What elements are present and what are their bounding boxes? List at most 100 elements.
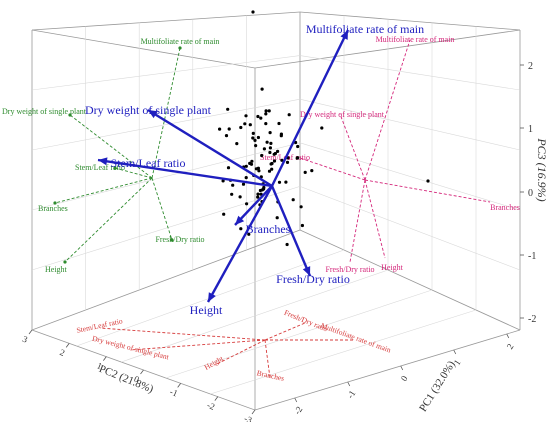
score-point bbox=[268, 146, 272, 150]
score-point bbox=[260, 87, 264, 91]
score-point bbox=[285, 242, 289, 247]
projection-label: Stem/Leaf ratio bbox=[75, 163, 125, 172]
score-point bbox=[222, 212, 226, 216]
x-tick bbox=[400, 365, 404, 371]
projection-line bbox=[339, 113, 366, 181]
grid-line bbox=[299, 55, 521, 91]
arrow-head bbox=[235, 215, 245, 225]
score-point bbox=[272, 152, 276, 156]
projection-endpoint bbox=[178, 46, 182, 50]
score-point bbox=[227, 127, 231, 131]
score-point bbox=[265, 140, 269, 144]
projection-line bbox=[151, 47, 181, 179]
score-point bbox=[260, 153, 264, 158]
projection-line bbox=[364, 179, 491, 203]
y-tick-label: 1 bbox=[95, 360, 103, 371]
grid-line bbox=[210, 309, 477, 395]
score-point bbox=[284, 180, 288, 184]
x-axis-label: PC1 (32.0%) bbox=[417, 359, 458, 414]
score-point bbox=[260, 188, 264, 192]
grid-line bbox=[31, 142, 301, 211]
score-point bbox=[244, 114, 248, 118]
projection-line bbox=[151, 177, 173, 241]
score-point bbox=[251, 131, 255, 135]
loading-label: Dry weight of single plant bbox=[85, 103, 212, 117]
projection-line bbox=[64, 177, 153, 263]
x-tick-label: 2 bbox=[505, 342, 516, 351]
z-axis-label: PC3 (16.9%) bbox=[535, 137, 549, 201]
projection-label: Multifoliate rate of main bbox=[376, 35, 455, 44]
loading-arrow bbox=[270, 185, 312, 277]
score-point bbox=[231, 183, 235, 187]
y-tick bbox=[65, 343, 70, 348]
score-point bbox=[426, 179, 430, 183]
loading-arrow bbox=[97, 158, 273, 188]
projection-label: Branches bbox=[490, 203, 520, 212]
score-point bbox=[268, 131, 272, 135]
score-point bbox=[279, 134, 283, 138]
pc1-pc3-projection: Multifoliate rate of main Dry weight of s… bbox=[260, 35, 520, 274]
projection-line bbox=[114, 167, 153, 179]
x-tick bbox=[453, 349, 457, 355]
score-point bbox=[269, 162, 273, 166]
projection-label: Multifoliate rate of main bbox=[320, 321, 393, 355]
projection-endpoint bbox=[53, 201, 57, 205]
score-point bbox=[247, 232, 251, 236]
score-point bbox=[224, 134, 229, 138]
score-point bbox=[277, 121, 281, 126]
projection-line bbox=[214, 339, 266, 366]
grid-line bbox=[299, 186, 521, 271]
y-tick-label: 3 bbox=[21, 334, 29, 345]
x-tick bbox=[506, 333, 510, 339]
score-point bbox=[299, 205, 303, 209]
loading-arrows: Multifoliate rate of main Dry weight of s… bbox=[85, 22, 424, 317]
projection-line bbox=[129, 339, 266, 351]
score-point bbox=[256, 195, 260, 199]
score-point bbox=[303, 170, 307, 174]
score-point bbox=[269, 141, 273, 145]
projection-line bbox=[299, 157, 366, 181]
projection-line bbox=[99, 327, 266, 341]
score-point bbox=[239, 227, 243, 231]
score-point bbox=[320, 126, 324, 130]
score-point bbox=[287, 113, 291, 117]
x-tick-label: 1 bbox=[452, 358, 463, 367]
score-point bbox=[256, 192, 260, 196]
score-point bbox=[226, 166, 231, 170]
y-tick bbox=[214, 396, 219, 401]
box-edge bbox=[31, 11, 301, 31]
score-point bbox=[256, 135, 260, 140]
score-point bbox=[275, 216, 279, 220]
projection-label: Height bbox=[45, 265, 68, 274]
projection-line bbox=[264, 339, 271, 379]
score-point bbox=[285, 160, 290, 164]
score-point bbox=[296, 156, 300, 160]
grid-line bbox=[31, 98, 301, 151]
score-point bbox=[264, 109, 268, 113]
score-point bbox=[256, 166, 260, 170]
x-tick bbox=[347, 381, 351, 387]
projection-label: Branches bbox=[256, 368, 285, 383]
y-tick-label: 0 bbox=[133, 374, 141, 385]
projection-label: Stem/Leaf ratio bbox=[76, 316, 124, 335]
plot-box-frame bbox=[31, 11, 521, 411]
score-point bbox=[280, 158, 284, 162]
score-point bbox=[296, 144, 300, 149]
arrow-head bbox=[98, 157, 108, 166]
y-tick-label: 2 bbox=[58, 347, 66, 358]
score-point bbox=[268, 150, 272, 155]
y-tick bbox=[251, 409, 256, 415]
score-point bbox=[245, 202, 249, 206]
score-point bbox=[254, 144, 258, 148]
projection-label: Dry weight of single plant bbox=[2, 107, 87, 116]
y-tick bbox=[28, 329, 33, 335]
projection-label: Multifoliate rate of main bbox=[141, 37, 220, 46]
z-tick-label: -2 bbox=[528, 314, 536, 325]
score-point bbox=[241, 182, 246, 186]
score-point bbox=[221, 179, 225, 183]
arrow-head bbox=[148, 110, 158, 119]
score-point bbox=[267, 109, 271, 113]
score-point bbox=[251, 136, 255, 140]
score-point bbox=[230, 192, 234, 196]
